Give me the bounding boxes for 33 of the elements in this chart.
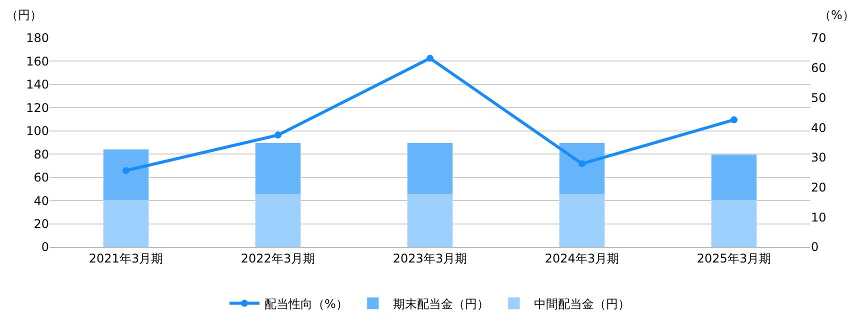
y-tick-label: 160: [26, 54, 49, 68]
x-tick-label: 2022年3月期: [240, 251, 316, 266]
legend-label: 中間配当金（円）: [534, 296, 630, 311]
y-tick-label: 140: [26, 78, 49, 92]
point: [426, 54, 434, 62]
point: [274, 132, 282, 139]
y2-tick-label: 0: [811, 240, 819, 254]
y2-axis-title: （%）: [819, 8, 854, 22]
legend-label: 期末配当金（円）: [392, 296, 489, 311]
x-tick-label: 2025年3月期: [696, 251, 772, 266]
x-tick-label: 2023年3月期: [392, 251, 468, 266]
y2-tick-label: 60: [811, 61, 826, 76]
y-tick-label: 40: [34, 194, 49, 208]
point: [578, 160, 586, 168]
y-tick-label: 120: [26, 100, 49, 115]
y2-tick-label: 20: [811, 180, 826, 194]
y-tick-label: 180: [26, 31, 49, 46]
y2-tick-label: 50: [811, 90, 826, 105]
y-axis-title: （円）: [6, 8, 42, 22]
y2-tick-label: 30: [811, 150, 826, 165]
x-tick-label: 2024年3月期: [544, 251, 620, 266]
y-tick-label: 80: [34, 147, 49, 162]
y-tick-label: 100: [26, 124, 49, 138]
y2-tick-label: 10: [811, 210, 826, 224]
point: [122, 167, 130, 174]
y2-tick-label: 70: [811, 31, 826, 46]
y-tick-label: 0: [41, 240, 49, 254]
legend-label: 配当性向（%）: [264, 296, 348, 311]
point: [730, 116, 738, 124]
y-tick-label: 60: [34, 170, 49, 185]
y-tick-label: 20: [34, 216, 49, 231]
y2-tick-label: 40: [811, 120, 826, 135]
x-tick-label: 2021年3月期: [88, 251, 164, 266]
